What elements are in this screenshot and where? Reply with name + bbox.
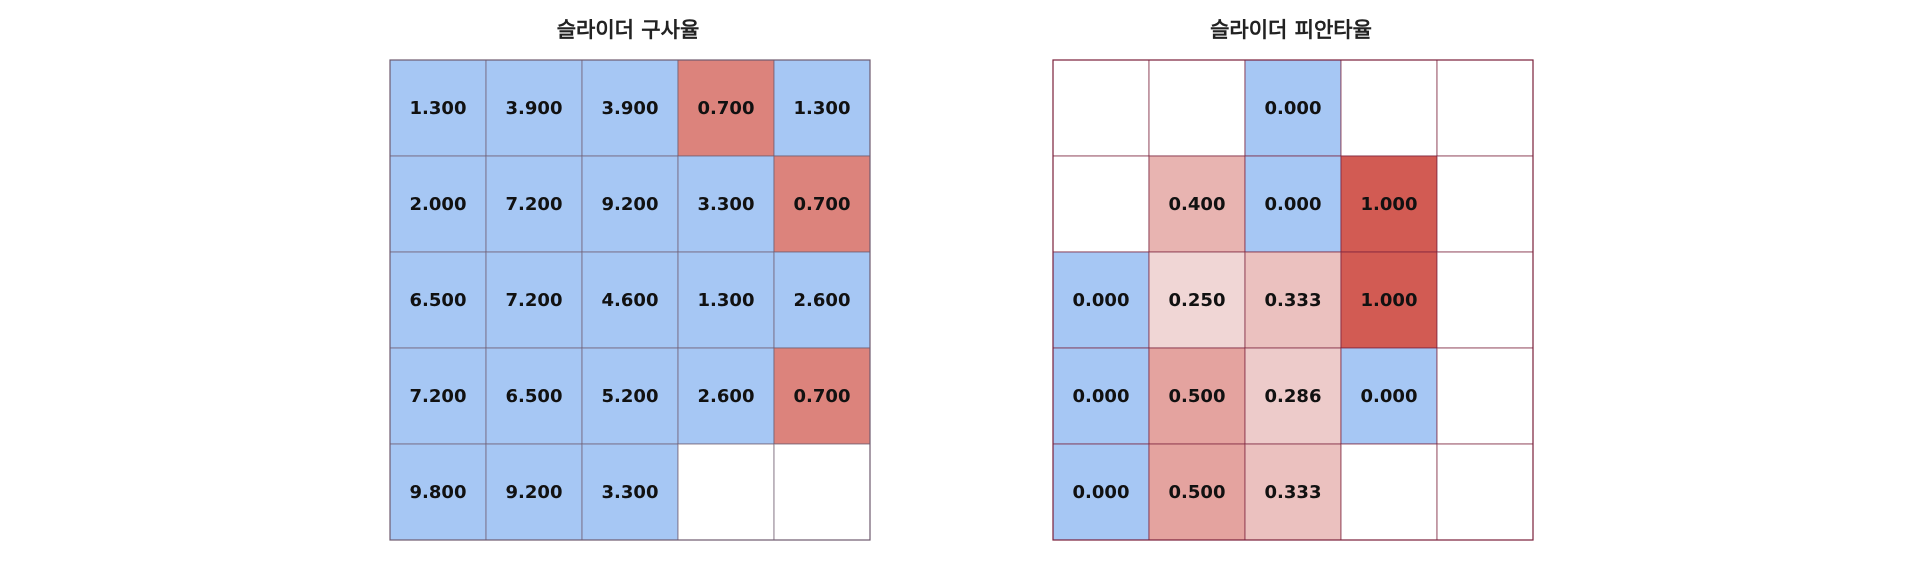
heatmap-cell: [1340, 347, 1438, 445]
cell-value-label: 0.700: [794, 194, 851, 215]
cell-value-label: 3.900: [602, 98, 659, 119]
cell-value-label: 9.200: [506, 482, 563, 503]
cell-value-label: 6.500: [506, 386, 563, 407]
cell-value-label: 0.333: [1265, 290, 1322, 311]
cell-value-label: 0.000: [1073, 290, 1130, 311]
cell-value-label: 0.286: [1265, 386, 1322, 407]
heatmap-cell: [1148, 251, 1246, 349]
heatmap-cell: [773, 347, 871, 445]
heatmap-cell: [1340, 251, 1438, 349]
heatmap-cell: [1052, 59, 1150, 157]
cell-value-label: 7.200: [506, 290, 563, 311]
heatmap-cell: [1436, 59, 1534, 157]
heatmap-cell: [1244, 443, 1342, 541]
cell-value-label: 0.000: [1073, 386, 1130, 407]
cell-value-label: 6.500: [410, 290, 467, 311]
heatmap-cell: [1244, 251, 1342, 349]
batting-average-panel: 슬라이더 피안타율 0.000 0.400 0.000 1.000 0.000 0.250…: [1052, 0, 1534, 570]
chart-title: 슬라이더 피안타율: [1210, 18, 1372, 42]
heatmap-cell: [1340, 155, 1438, 253]
heatmap-cell: [1340, 443, 1438, 541]
cell-value-label: 7.200: [506, 194, 563, 215]
cell-value-label: 3.300: [602, 482, 659, 503]
cell-value-label: 0.500: [1169, 386, 1226, 407]
heatmap-cell: [1052, 251, 1150, 349]
heatmap-cell: [1244, 59, 1342, 157]
heatmap-cell: [485, 59, 583, 157]
heatmap-cell: [389, 59, 487, 157]
cell-value-label: 0.400: [1169, 194, 1226, 215]
cell-value-label: 7.200: [410, 386, 467, 407]
cell-value-label: 0.000: [1361, 386, 1418, 407]
heatmap-cell: [1148, 59, 1246, 157]
cell-value-label: 1.000: [1361, 194, 1418, 215]
cell-value-label: 2.600: [794, 290, 851, 311]
heatmap-cell: [1244, 155, 1342, 253]
batting-average-heatmap: 0.000 0.400 0.000 1.000 0.000 0.250 0.333 1.000…: [1052, 59, 1534, 541]
heatmap-cell: [1340, 59, 1438, 157]
heatmap-cell: [1436, 155, 1534, 253]
heatmap-cell: [581, 155, 679, 253]
heatmap-cell: [581, 251, 679, 349]
heatmap-cell: [773, 251, 871, 349]
heatmap-cell: [1436, 443, 1534, 541]
heatmap-cell: [1436, 251, 1534, 349]
cell-value-label: 0.700: [698, 98, 755, 119]
cell-value-label: 9.200: [602, 194, 659, 215]
cell-value-label: 9.800: [410, 482, 467, 503]
cell-value-label: 1.300: [698, 290, 755, 311]
heatmap-cell: [773, 155, 871, 253]
usage-rate-panel: 슬라이더 구사율 1.300 3.900 3.900 0.700 1.300 2.000 7…: [389, 0, 871, 570]
heatmap-cell: [677, 59, 775, 157]
heatmap-cell: [389, 155, 487, 253]
cell-value-label: 0.700: [794, 386, 851, 407]
cell-value-label: 0.000: [1073, 482, 1130, 503]
heatmap-cell: [581, 443, 679, 541]
cell-value-label: 5.200: [602, 386, 659, 407]
heatmap-cell: [677, 443, 775, 541]
heatmap-cell: [1052, 155, 1150, 253]
cell-value-label: 3.300: [698, 194, 755, 215]
heatmap-cell: [677, 347, 775, 445]
heatmap-cell: [1436, 347, 1534, 445]
usage-rate-heatmap: 1.300 3.900 3.900 0.700 1.300 2.000 7.200 9.200…: [389, 59, 871, 541]
cell-value-label: 2.600: [698, 386, 755, 407]
cell-value-label: 2.000: [410, 194, 467, 215]
cell-value-label: 1.000: [1361, 290, 1418, 311]
cell-value-label: 0.333: [1265, 482, 1322, 503]
heatmap-cell: [581, 347, 679, 445]
heatmap-cell: [773, 443, 871, 541]
heatmap-cell: [773, 59, 871, 157]
heatmap-cell: [485, 251, 583, 349]
cell-value-label: 0.500: [1169, 482, 1226, 503]
cell-value-label: 1.300: [410, 98, 467, 119]
cell-value-label: 0.250: [1169, 290, 1226, 311]
heatmap-border: [389, 59, 871, 541]
cell-value-label: 0.000: [1265, 98, 1322, 119]
heatmap-cell: [1052, 347, 1150, 445]
heatmap-border: [1052, 59, 1534, 541]
heatmap-cell: [485, 347, 583, 445]
cell-value-label: 4.600: [602, 290, 659, 311]
heatmap-cell: [485, 443, 583, 541]
heatmap-cell: [677, 251, 775, 349]
cell-value-label: 1.300: [794, 98, 851, 119]
chart-title: 슬라이더 구사율: [556, 18, 700, 42]
cell-value-label: 3.900: [506, 98, 563, 119]
cell-value-label: 0.000: [1265, 194, 1322, 215]
heatmap-cell: [389, 443, 487, 541]
